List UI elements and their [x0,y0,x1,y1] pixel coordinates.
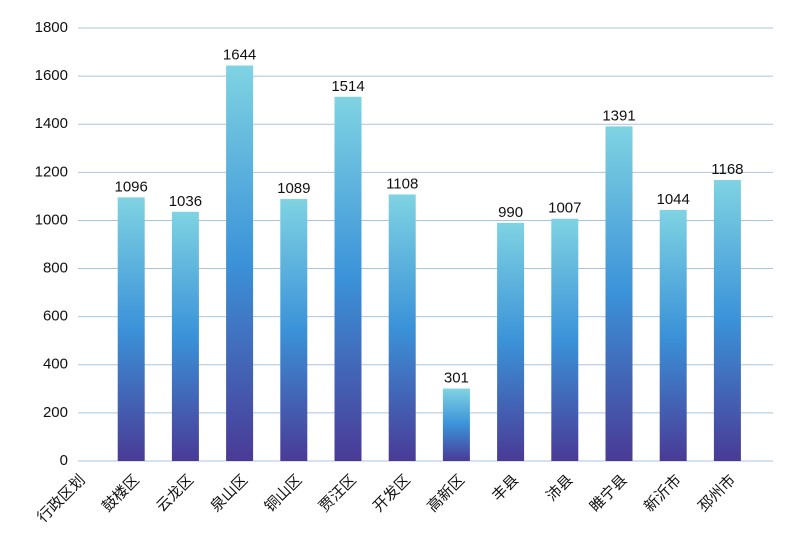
y-tick-label: 800 [43,260,68,277]
x-tick-label: 云龙区 [153,472,197,516]
x-tick-label: 高新区 [424,472,468,516]
value-label: 1089 [277,180,310,197]
y-tick-label: 400 [43,356,68,373]
bar [171,211,199,461]
bar [659,209,687,461]
bar [117,197,145,461]
y-tick-label: 1000 [35,211,68,228]
y-tick-label: 1600 [35,67,68,84]
x-tick-label: 睢宁县 [587,472,631,516]
y-tick-label: 1400 [35,115,68,132]
bar [334,96,362,461]
value-label: 1036 [169,193,202,210]
x-tick-label: 铜山区 [262,472,306,516]
value-label: 1168 [711,161,743,178]
value-label: 1044 [657,191,690,208]
value-label: 1096 [115,178,148,195]
x-tick-label: 泉山区 [207,472,251,516]
x-tick-label: 行政区划 [34,472,88,526]
x-tick-label: 沛县 [543,472,576,505]
y-tick-label: 1800 [35,19,68,36]
x-tick-label: 新沂市 [641,472,685,516]
value-label: 301 [444,370,469,387]
bar [442,388,470,461]
value-label: 1644 [223,46,256,63]
x-tick-label: 贾汪区 [316,472,360,516]
bar [497,222,525,461]
x-tick-label: 丰县 [489,472,522,505]
bar [713,180,741,461]
y-tick-label: 200 [43,404,68,421]
value-label: 1007 [548,200,581,217]
value-label: 1391 [602,107,635,124]
bar [551,218,579,461]
bar [605,126,633,462]
x-tick-label: 开发区 [370,472,414,516]
y-tick-label: 600 [43,308,68,325]
x-tick-label: 邳州市 [695,472,739,516]
bar [388,194,416,461]
x-tick-label: 鼓楼区 [99,472,143,516]
bar [280,199,308,461]
y-tick-label: 1200 [35,163,68,180]
y-tick-label: 0 [60,452,68,469]
value-label: 1108 [386,175,418,192]
value-label: 1514 [331,78,364,95]
bar [226,65,254,461]
value-label: 990 [498,204,523,221]
